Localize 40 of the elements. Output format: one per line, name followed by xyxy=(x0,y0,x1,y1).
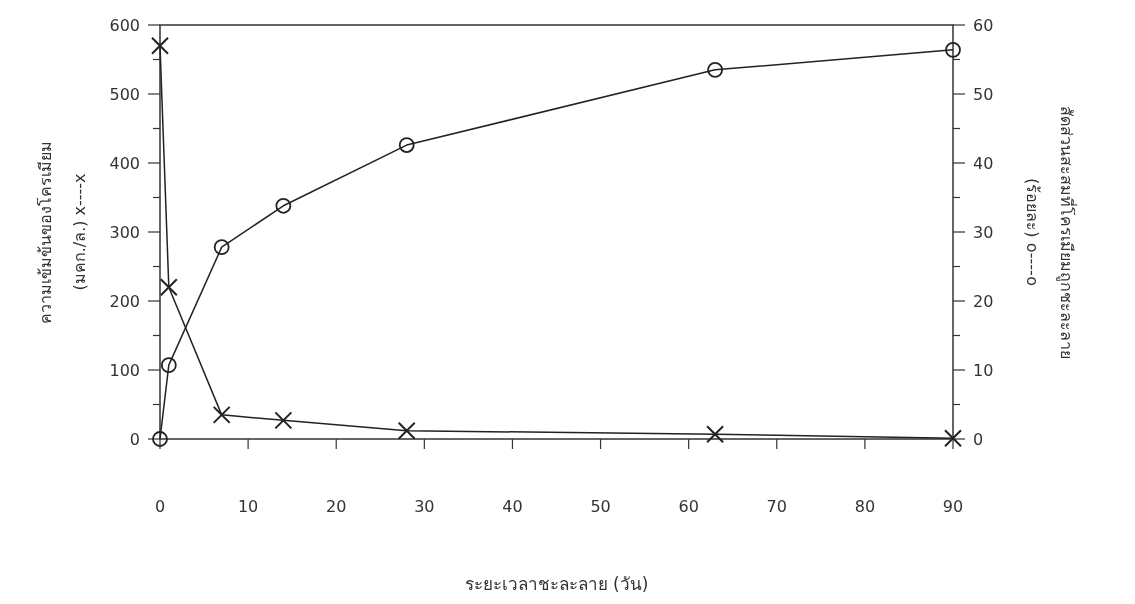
point xyxy=(706,425,725,444)
x-tick-label: 70 xyxy=(766,497,787,516)
x-tick-label: 10 xyxy=(237,497,259,516)
x-tick-label: 90 xyxy=(942,497,964,516)
y-axis-title: ความเข้มข้นของโครเมียม (มคก./ล.) x----x xyxy=(36,140,89,324)
y-tick-label: 100 xyxy=(109,361,140,380)
point xyxy=(275,197,292,214)
y2-tick-label: 40 xyxy=(973,154,994,173)
y-tick-label: 200 xyxy=(109,292,140,311)
y2-tick-label: 60 xyxy=(973,16,994,35)
x-tick-label: 30 xyxy=(414,497,435,516)
y-tick-label: 500 xyxy=(109,85,140,104)
x-tick-label: 40 xyxy=(502,497,523,516)
point xyxy=(398,137,415,153)
x-tick-label: 80 xyxy=(854,497,876,516)
point xyxy=(274,411,293,430)
x-tick-label: 50 xyxy=(590,497,611,516)
y2-axis-title: สัดส่วนสะสมที่โครเมียมถูกชะละลาย (ร้อยละ) o----o xyxy=(1023,105,1078,359)
y2-tick-label: 0 xyxy=(973,430,984,449)
point xyxy=(707,61,723,78)
point xyxy=(160,357,177,374)
point xyxy=(212,405,231,424)
y2-tick-label: 10 xyxy=(973,361,994,380)
point xyxy=(151,36,169,55)
point xyxy=(159,278,178,297)
point xyxy=(945,41,961,58)
x-tick-label: 60 xyxy=(678,497,699,516)
y2-tick-label: 50 xyxy=(973,85,994,104)
point xyxy=(397,421,416,440)
y-tick-label: 600 xyxy=(109,16,140,35)
y-tick-label: 400 xyxy=(109,154,140,173)
y-tick-label: 300 xyxy=(109,223,140,242)
y2-tick-label: 20 xyxy=(973,292,994,311)
point xyxy=(944,429,962,448)
point xyxy=(213,239,230,256)
x-tick-label: 20 xyxy=(326,497,347,516)
x-axis-title: ระยะเวลาชะละลาย (วัน) xyxy=(464,574,649,594)
y2-tick-label: 30 xyxy=(973,223,994,242)
y-tick-label: 0 xyxy=(129,430,140,449)
x-tick-label: 0 xyxy=(154,497,166,516)
